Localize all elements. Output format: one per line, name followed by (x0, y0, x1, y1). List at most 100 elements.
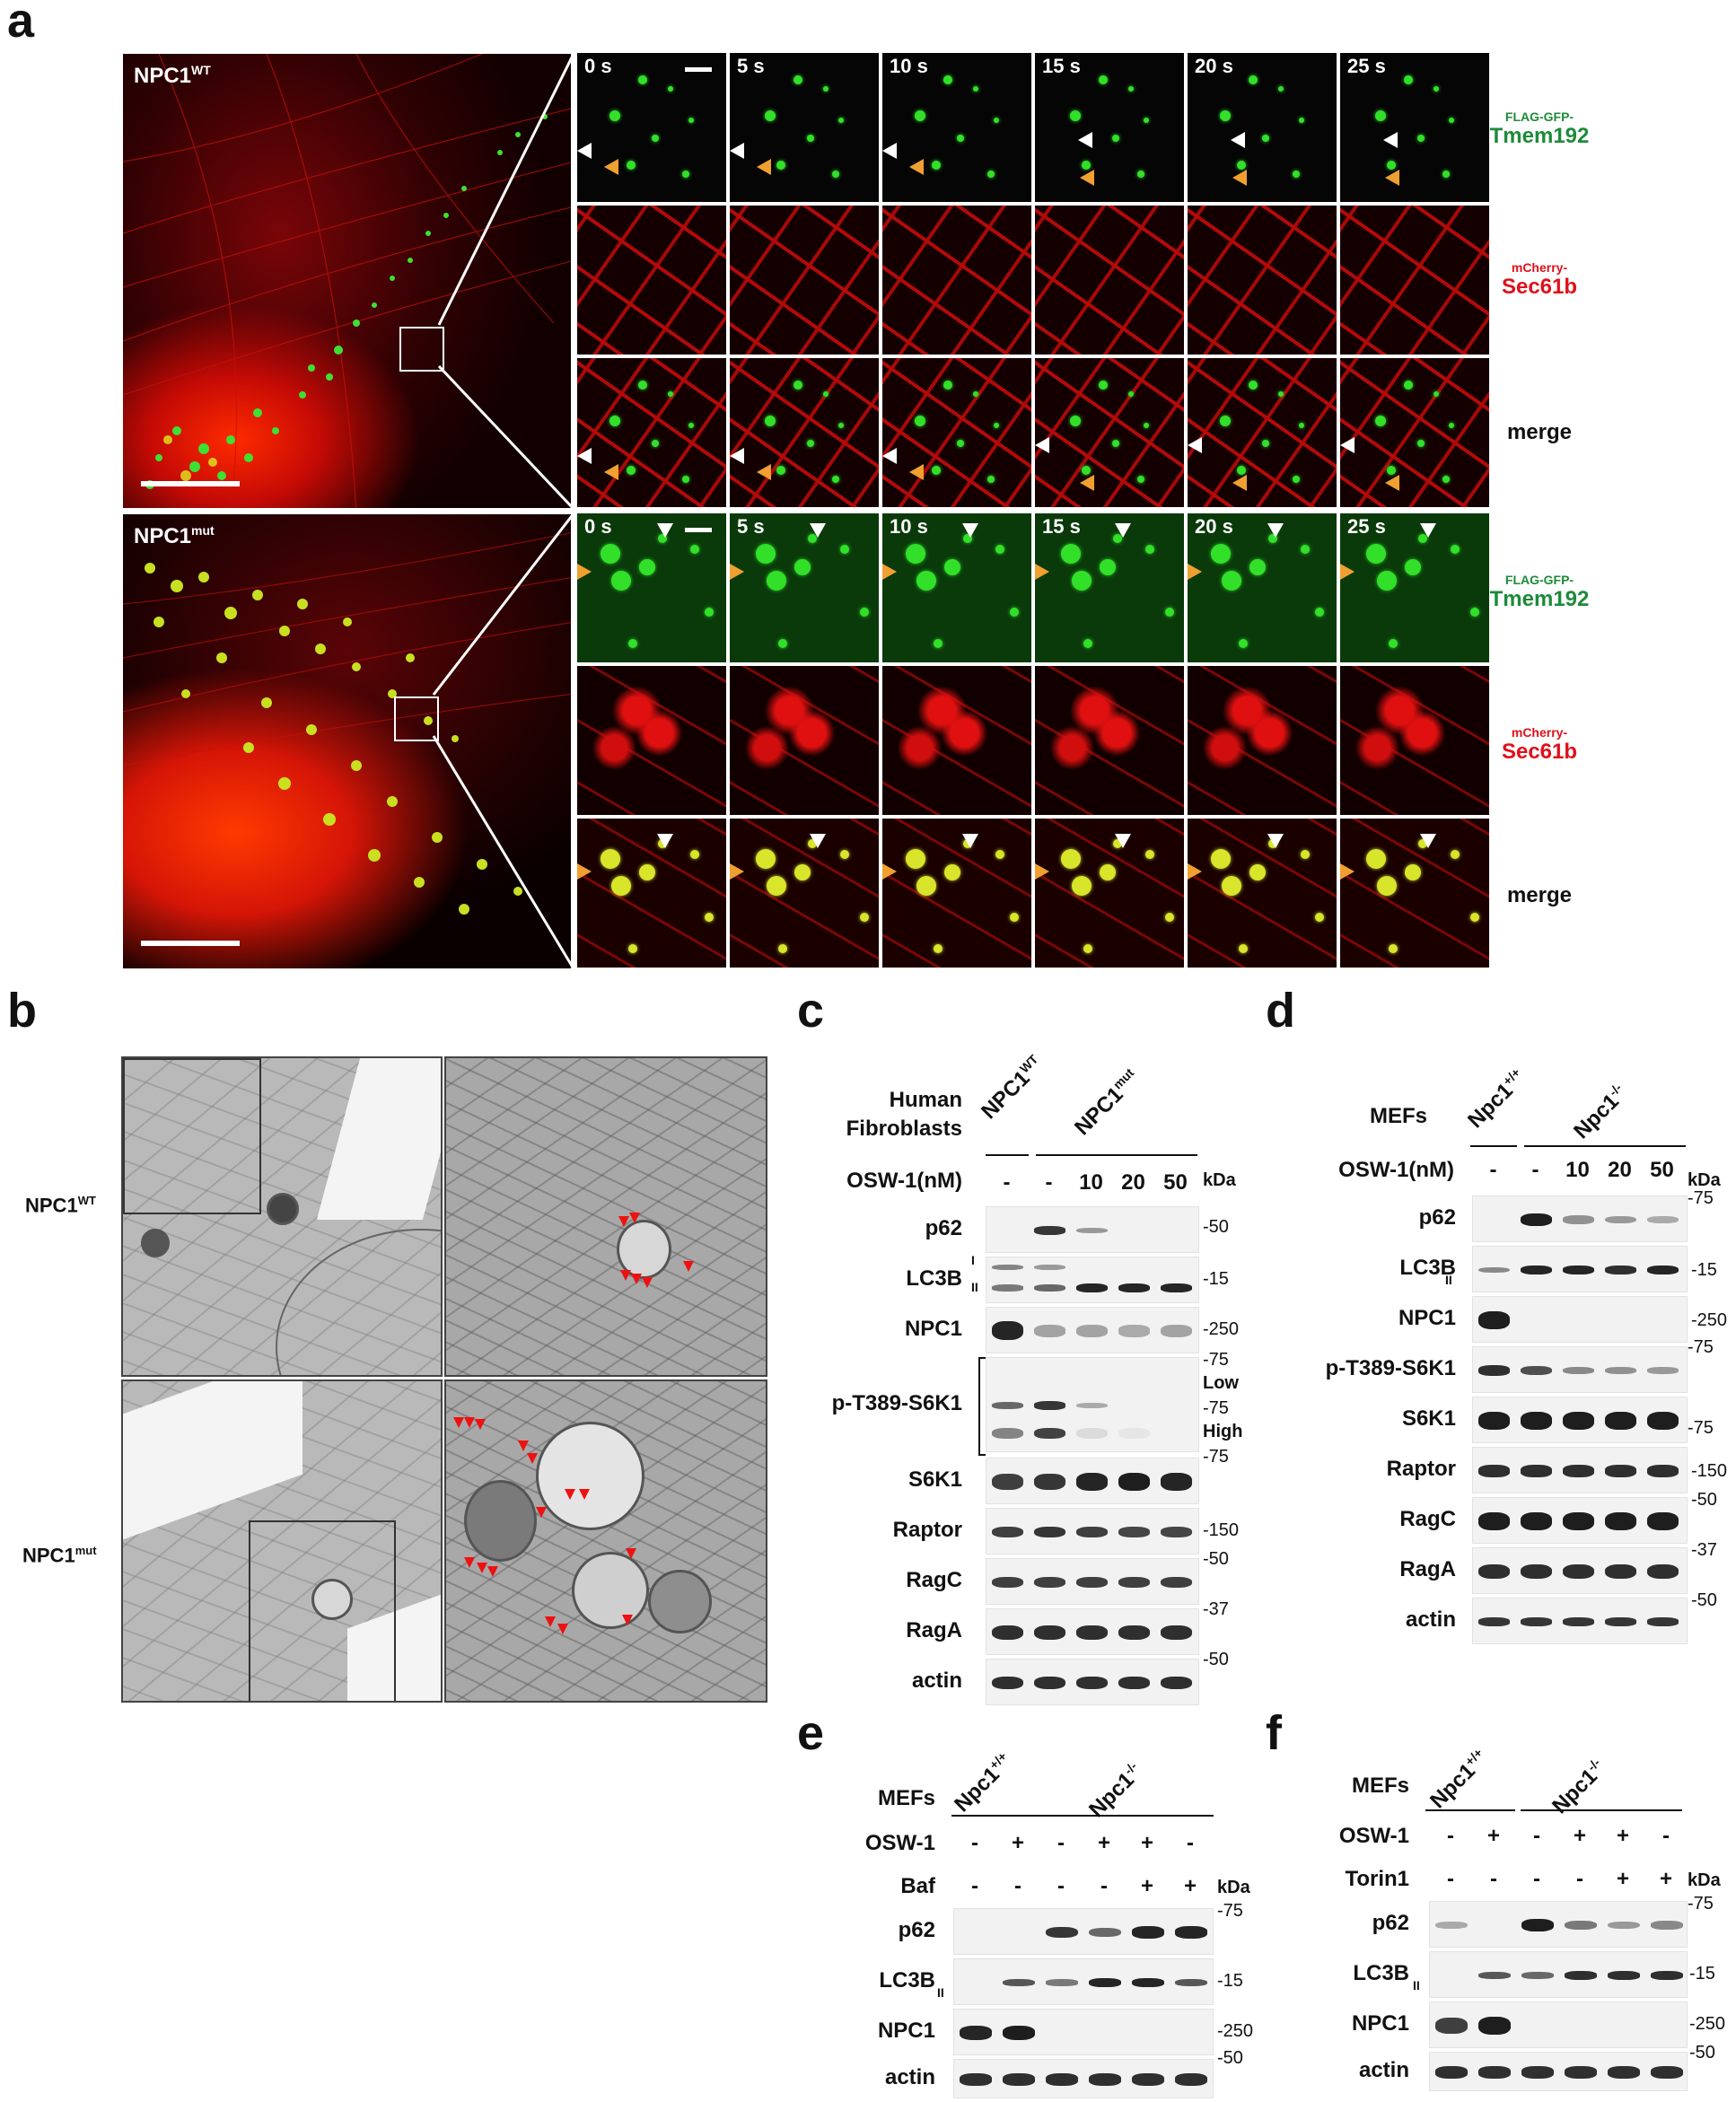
c-group-mut: NPC1mut (1070, 1065, 1137, 1141)
em-wt-vacuole (617, 1220, 671, 1279)
white-arrowhead (810, 834, 826, 848)
blot-strip-p62 (953, 1908, 1214, 1955)
panel-f-letter: f (1266, 1706, 1282, 1760)
protein-band (1477, 1512, 1511, 1530)
mut-merge-frame (881, 818, 1032, 968)
merge-puncta (1211, 849, 1231, 869)
protein-band (1477, 1311, 1511, 1329)
wt-tmem192-frame: 20 s (1187, 52, 1337, 203)
blot-row-label: LC3B (906, 1266, 962, 1291)
em-arrowhead (536, 1507, 547, 1518)
tmem192-puncta (1237, 161, 1246, 170)
tmem192-puncta (943, 75, 952, 84)
protein-band (1478, 1971, 1511, 1980)
c-lane-label: 20 (1121, 1170, 1145, 1195)
wt-tmem192-frame: 10 s (881, 52, 1032, 203)
protein-band (1075, 1227, 1109, 1234)
merge-puncta (668, 391, 673, 397)
tmem192-puncta (628, 639, 637, 648)
mw-marker: -15 (1203, 1269, 1229, 1289)
f-header: MEFs (1351, 1774, 1409, 1798)
blot-strip-p62 (986, 1206, 1199, 1253)
merge-puncta (1387, 466, 1396, 475)
blot-strip-lc3b (986, 1257, 1199, 1303)
mut-merge-frame (729, 818, 880, 968)
e-group-line-wt (951, 1815, 1047, 1817)
white-arrowhead (1035, 437, 1049, 453)
protein-band (960, 2073, 992, 2086)
tmem192-puncta (1220, 110, 1231, 121)
protein-band (1118, 1325, 1151, 1337)
blot-row-label: LC3B (1353, 1961, 1409, 1985)
protein-band (1033, 1284, 1066, 1292)
mut-tmem192-frame: 10 s (881, 512, 1032, 663)
protein-band (1160, 1283, 1193, 1292)
blot-strip-p-t389-s6k1 (986, 1357, 1199, 1452)
e-group-line-mut (1047, 1815, 1214, 1817)
tmem192-puncta (1100, 559, 1116, 575)
tmem192-puncta (1315, 608, 1324, 617)
merge-puncta (1137, 476, 1144, 483)
mw-marker: -50 (1217, 2048, 1243, 2068)
frame-scale-bar (685, 67, 712, 72)
mut-tmem-label: FLAG-GFP- Tmem192 (1489, 573, 1590, 611)
mut-merge-frame (1034, 818, 1185, 968)
lc3-form-ii: II (937, 1985, 944, 2000)
e-header: MEFs (877, 1786, 935, 1810)
merge-puncta (609, 416, 620, 426)
blot-row-label: NPC1 (1398, 1306, 1456, 1330)
tmem192-puncta (808, 534, 817, 543)
merge-puncta (1405, 864, 1421, 880)
merge-puncta (682, 476, 689, 483)
merge-puncta (943, 381, 952, 390)
d-lane-label: - (1489, 1158, 1497, 1182)
protein-band (991, 1474, 1024, 1490)
tmem192-puncta (1417, 135, 1425, 142)
em-mut-vacuole (464, 1480, 537, 1562)
protein-band (1075, 1625, 1109, 1641)
mw-marker: -75 (1688, 1894, 1714, 1914)
mw-marker: -250 (1203, 1319, 1240, 1339)
mut-tmem192-frame: 0 s (576, 512, 727, 663)
protein-band (991, 1625, 1024, 1641)
merge-puncta (932, 466, 941, 475)
merge-puncta (808, 839, 817, 848)
blot-row-label: p62 (1418, 1205, 1456, 1230)
merge-puncta (1099, 381, 1108, 390)
e-osw-lane: - (1187, 1831, 1194, 1855)
orange-arrowhead (757, 159, 771, 175)
blot-row-label: RagC (906, 1568, 962, 1592)
wt-sec-label: mCherry- Sec61b (1501, 260, 1578, 299)
wt-merge-frame (729, 357, 880, 508)
time-label: 25 s (1347, 515, 1386, 538)
merge-puncta (944, 864, 960, 880)
mut-sec-label: mCherry- Sec61b (1501, 725, 1578, 764)
blot-strip-p62 (1429, 1901, 1688, 1948)
mut-scale-bar (141, 941, 240, 946)
merge-puncta (1222, 876, 1241, 896)
wt-scale-bar (141, 481, 240, 486)
tmem192-puncta (1211, 544, 1231, 564)
panel-a-letter: a (7, 0, 35, 48)
em-mut-vacuole-large (536, 1422, 644, 1530)
tmem192-puncta (915, 110, 925, 121)
orange-arrowhead (1340, 863, 1355, 880)
merge-puncta (832, 476, 839, 483)
mw-marker: -75 (1217, 1901, 1243, 1921)
merge-puncta (1082, 466, 1091, 475)
protein-band (1175, 1926, 1207, 1939)
protein-band (1604, 1465, 1637, 1477)
mut-sec61b-frame (729, 665, 880, 816)
tmem192-puncta (1113, 534, 1122, 543)
tmem192-puncta (652, 135, 659, 142)
lc3-form-i: I (971, 1253, 975, 1267)
protein-band (1075, 1325, 1109, 1337)
protein-band (1646, 1563, 1679, 1580)
f-group-wt: Npc1+/+ (1425, 1745, 1486, 1814)
protein-band (1160, 1676, 1193, 1690)
blot-strip-raptor (1472, 1447, 1688, 1493)
protein-band (1034, 1265, 1066, 1270)
orange-arrowhead (1340, 564, 1355, 580)
protein-band (1118, 1526, 1151, 1538)
protein-band (1175, 1978, 1207, 1987)
